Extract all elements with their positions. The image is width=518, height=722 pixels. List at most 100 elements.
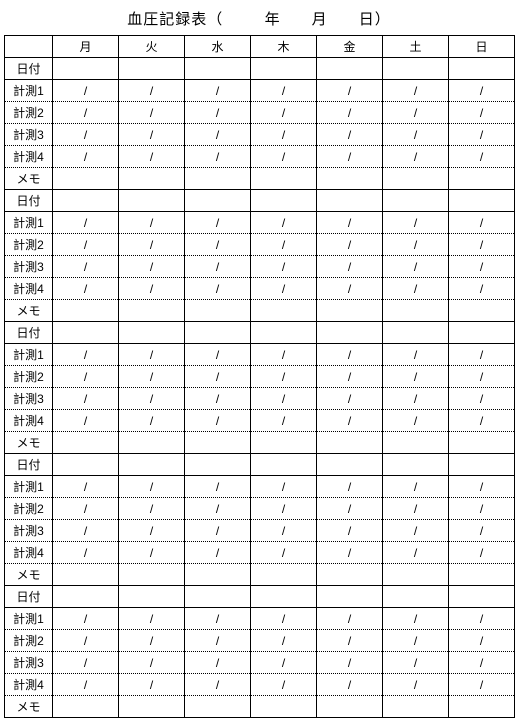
measure-row-4-cell: / [317,410,383,432]
measure-row-3-cell: / [251,520,317,542]
measure-row-2-cell: / [383,498,449,520]
memo-row-cell [185,696,251,718]
date-row: 日付 [5,190,515,212]
measure-row-1-label: 計測1 [5,608,53,630]
header-sat: 土 [383,36,449,58]
date-row-cell [251,190,317,212]
date-row: 日付 [5,586,515,608]
memo-row-cell [53,432,119,454]
date-row-cell [53,190,119,212]
date-row-cell [185,454,251,476]
memo-row-cell [185,168,251,190]
measure-row-2-cell: / [317,234,383,256]
measure-row-1: 計測1/////// [5,608,515,630]
measure-row-2-label: 計測2 [5,102,53,124]
date-row-label: 日付 [5,454,53,476]
measure-row-1-cell: / [53,344,119,366]
memo-row-cell [383,432,449,454]
bp-record-table: 月 火 水 木 金 土 日 日付計測1///////計測2///////計測3/… [4,35,515,718]
measure-row-1-cell: / [119,80,185,102]
measure-row-3-cell: / [449,388,515,410]
date-row-cell [119,454,185,476]
memo-row: メモ [5,300,515,322]
measure-row-1-label: 計測1 [5,476,53,498]
measure-row-1-cell: / [449,80,515,102]
measure-row-2-cell: / [317,366,383,388]
date-row-cell [119,322,185,344]
measure-row-3: 計測3/////// [5,520,515,542]
header-wed: 水 [185,36,251,58]
table-body: 日付計測1///////計測2///////計測3///////計測4/////… [5,58,515,718]
measure-row-3-cell: / [251,124,317,146]
measure-row-1-cell: / [119,344,185,366]
measure-row-3-cell: / [449,124,515,146]
measure-row-1-cell: / [317,608,383,630]
measure-row-4-cell: / [185,410,251,432]
measure-row-4-cell: / [449,542,515,564]
date-row-cell [383,58,449,80]
date-row-cell [251,58,317,80]
measure-row-2: 計測2/////// [5,102,515,124]
measure-row-4-cell: / [185,674,251,696]
measure-row-2-cell: / [185,234,251,256]
measure-row-3-cell: / [383,520,449,542]
measure-row-2-label: 計測2 [5,234,53,256]
measure-row-3-label: 計測3 [5,520,53,542]
measure-row-1-cell: / [383,80,449,102]
measure-row-1-cell: / [383,212,449,234]
measure-row-4: 計測4/////// [5,410,515,432]
memo-row-cell [53,564,119,586]
memo-row-cell [317,300,383,322]
measure-row-3-cell: / [119,520,185,542]
memo-row-cell [449,696,515,718]
page-title: 血圧記録表（ 年 月 日） [4,8,514,29]
measure-row-2: 計測2/////// [5,234,515,256]
measure-row-1: 計測1/////// [5,476,515,498]
measure-row-4-label: 計測4 [5,410,53,432]
measure-row-4-cell: / [53,278,119,300]
date-row-cell [449,322,515,344]
measure-row-2-cell: / [185,102,251,124]
measure-row-4-cell: / [449,146,515,168]
measure-row-3-cell: / [449,520,515,542]
measure-row-3-cell: / [119,256,185,278]
measure-row-1-cell: / [53,608,119,630]
measure-row-2: 計測2/////// [5,630,515,652]
date-row-cell [185,322,251,344]
memo-row-cell [251,564,317,586]
measure-row-1-label: 計測1 [5,344,53,366]
date-row-label: 日付 [5,190,53,212]
measure-row-2-cell: / [119,366,185,388]
measure-row-3-label: 計測3 [5,124,53,146]
memo-row-label: メモ [5,300,53,322]
date-row: 日付 [5,58,515,80]
measure-row-2-cell: / [119,234,185,256]
measure-row-2-cell: / [251,234,317,256]
measure-row-1-label: 計測1 [5,80,53,102]
measure-row-4-cell: / [317,542,383,564]
measure-row-4-label: 計測4 [5,542,53,564]
measure-row-3-cell: / [317,652,383,674]
measure-row-2: 計測2/////// [5,498,515,520]
memo-row-cell [449,168,515,190]
measure-row-3-cell: / [449,256,515,278]
measure-row-2-cell: / [317,498,383,520]
date-row-cell [449,190,515,212]
measure-row-3: 計測3/////// [5,256,515,278]
measure-row-4-cell: / [53,410,119,432]
date-row-cell [317,586,383,608]
date-row: 日付 [5,454,515,476]
measure-row-3-cell: / [185,520,251,542]
memo-row-label: メモ [5,696,53,718]
measure-row-4-cell: / [317,674,383,696]
date-row-cell [251,454,317,476]
measure-row-4: 計測4/////// [5,542,515,564]
memo-row-label: メモ [5,432,53,454]
memo-row-cell [317,432,383,454]
memo-row-cell [317,564,383,586]
memo-row-cell [251,696,317,718]
measure-row-4: 計測4/////// [5,146,515,168]
measure-row-4-cell: / [119,278,185,300]
measure-row-1: 計測1/////// [5,80,515,102]
measure-row-1-cell: / [185,476,251,498]
